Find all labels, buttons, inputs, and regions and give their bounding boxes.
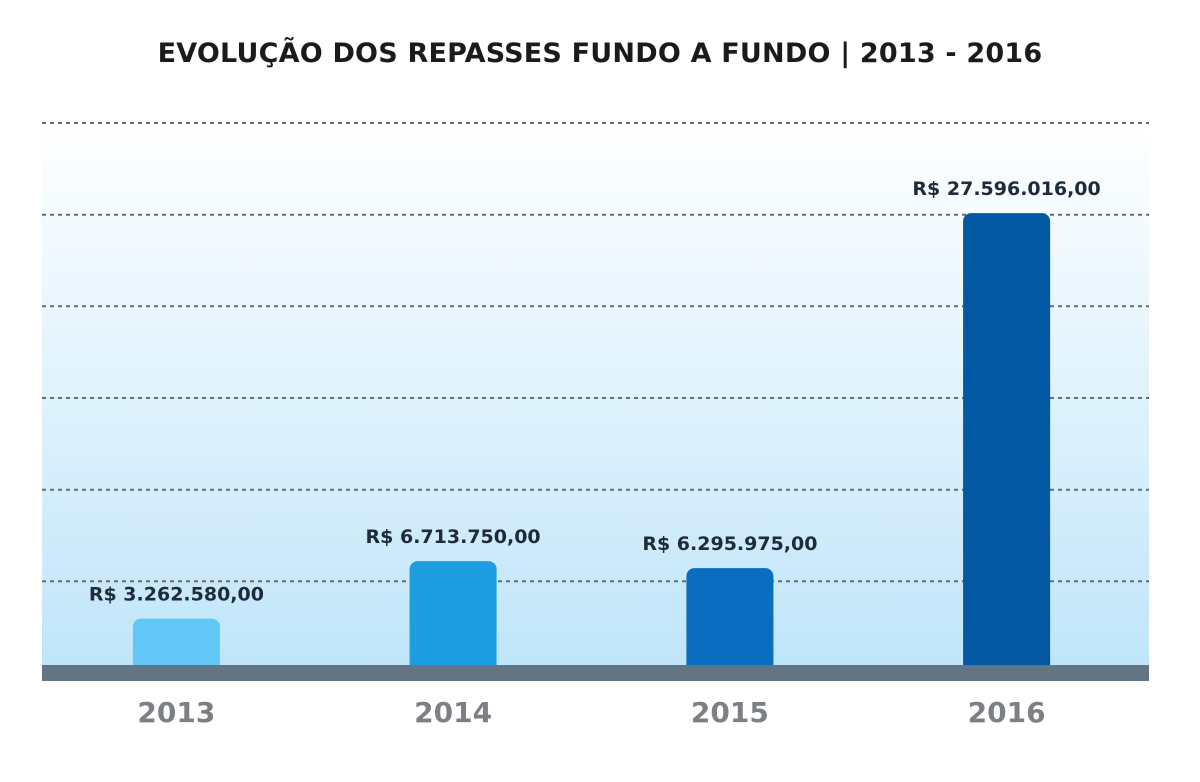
bar-2013 xyxy=(132,618,220,673)
x-tick-2013: 2013 xyxy=(137,696,215,729)
x-tick-2016: 2016 xyxy=(968,696,1046,729)
x-tick-2014: 2014 xyxy=(414,696,492,729)
x-tick-labels: 2013 2014 2015 2016 xyxy=(137,696,1045,729)
value-label-2015: R$ 6.295.975,00 xyxy=(642,533,817,555)
value-labels: R$ 3.262.580,00 R$ 6.713.750,00 R$ 6.295.9… xyxy=(89,178,1101,605)
value-label-2014: R$ 6.713.750,00 xyxy=(366,526,541,548)
bars xyxy=(132,213,1051,673)
bar-2014 xyxy=(409,561,497,673)
value-label-2013: R$ 3.262.580,00 xyxy=(89,584,264,606)
bar-2015 xyxy=(686,568,774,673)
value-label-2016: R$ 27.596.016,00 xyxy=(912,178,1100,200)
x-axis-baseline xyxy=(42,665,1149,681)
x-tick-2015: 2015 xyxy=(691,696,769,729)
bar-2016 xyxy=(963,213,1051,673)
chart-title: EVOLUÇÃO DOS REPASSES FUNDO A FUNDO | 20… xyxy=(157,38,1043,69)
